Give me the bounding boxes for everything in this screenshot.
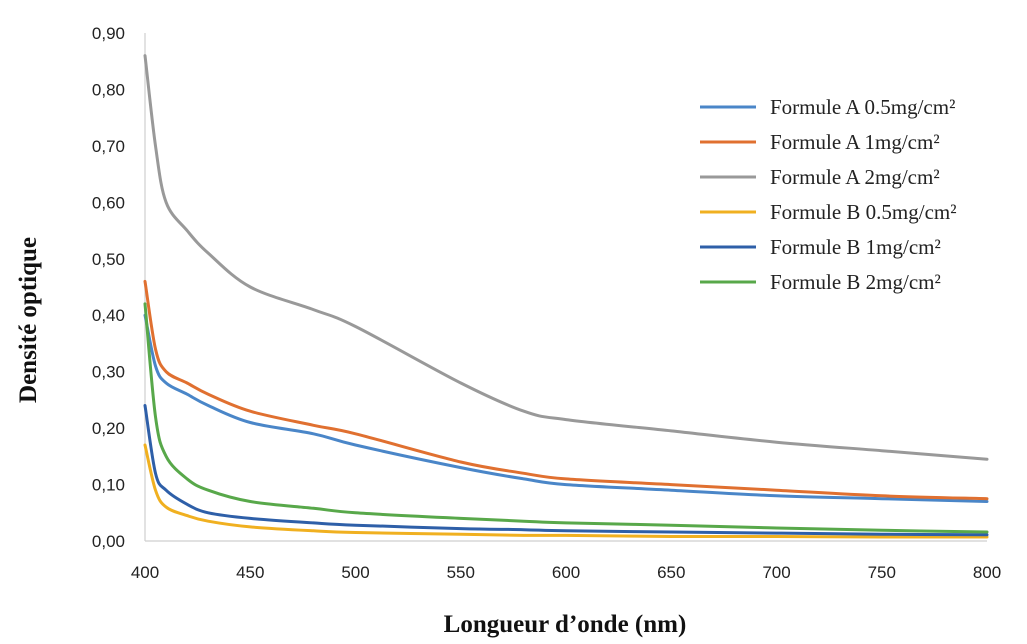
series-line-3 xyxy=(143,54,989,461)
x-tick-label: 800 xyxy=(973,563,1001,582)
legend-label: Formule A 2mg/cm² xyxy=(770,165,940,189)
series-lines xyxy=(143,54,989,539)
x-tick-labels: 400 450 500 550 600 650 700 750 800 xyxy=(131,563,1001,582)
y-tick-label: 0,60 xyxy=(92,193,125,212)
x-axis-title: Longueur d’onde (nm) xyxy=(444,611,687,638)
y-tick-label: 0,40 xyxy=(92,306,125,325)
y-axis-title: Densité optique xyxy=(15,237,42,403)
legend-label: Formule B 2mg/cm² xyxy=(770,270,941,294)
x-tick-label: 600 xyxy=(552,563,580,582)
x-tick-label: 550 xyxy=(447,563,475,582)
y-tick-labels: 0,00 0,10 0,20 0,30 0,40 0,50 0,60 0,70 0,80 0,90 xyxy=(92,24,125,551)
legend-label: Formule A 0.5mg/cm² xyxy=(770,95,955,119)
series-line-6 xyxy=(143,302,989,534)
series-line-5 xyxy=(143,404,989,537)
y-tick-label: 0,50 xyxy=(92,250,125,269)
x-tick-label: 700 xyxy=(762,563,790,582)
series-line-1 xyxy=(143,313,989,503)
y-tick-label: 0,30 xyxy=(92,363,125,382)
legend: Formule A 0.5mg/cm² Formule A 1mg/cm² Form… xyxy=(700,95,957,294)
x-tick-label: 750 xyxy=(868,563,896,582)
x-tick-label: 500 xyxy=(341,563,369,582)
legend-label: Formule B 0.5mg/cm² xyxy=(770,200,957,224)
y-tick-label: 0,70 xyxy=(92,137,125,156)
y-tick-label: 0,00 xyxy=(92,532,125,551)
y-tick-label: 0,90 xyxy=(92,24,125,43)
x-tick-label: 450 xyxy=(236,563,264,582)
y-tick-label: 0,20 xyxy=(92,419,125,438)
x-tick-label: 650 xyxy=(657,563,685,582)
y-tick-label: 0,10 xyxy=(92,476,125,495)
series-line-4 xyxy=(143,443,989,539)
x-tick-label: 400 xyxy=(131,563,159,582)
legend-label: Formule B 1mg/cm² xyxy=(770,235,941,259)
y-tick-label: 0,80 xyxy=(92,80,125,99)
series-line-2 xyxy=(143,279,989,501)
legend-label: Formule A 1mg/cm² xyxy=(770,130,940,154)
